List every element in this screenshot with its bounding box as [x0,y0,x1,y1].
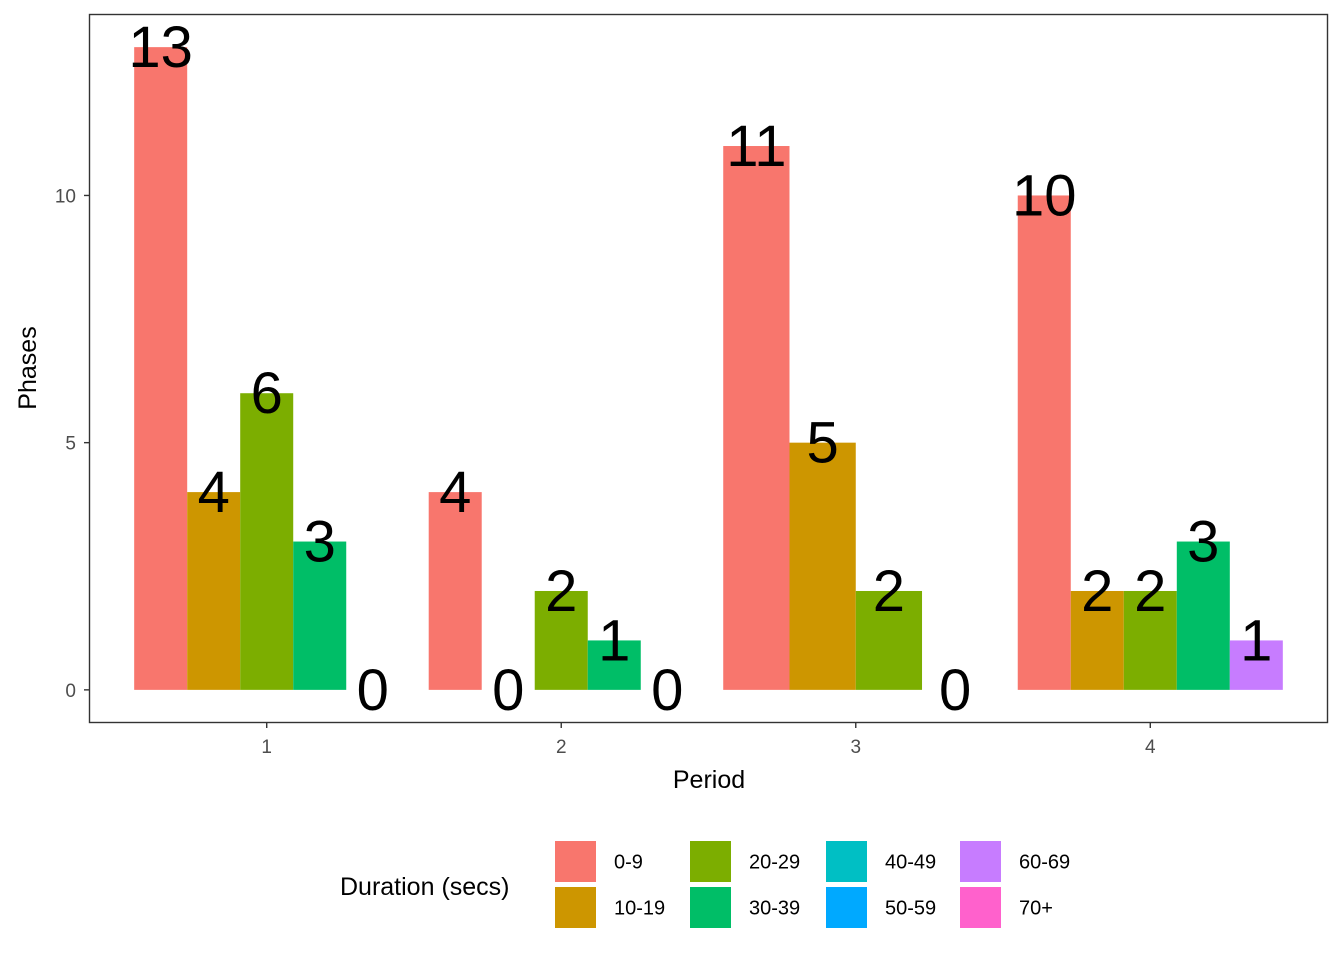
legend-key-40-49 [826,841,867,882]
data-label: 2 [1134,559,1166,624]
bar-period-4-20-29 [1123,590,1177,690]
legend-label: 50-59 [885,898,936,920]
legend-key-10-19 [555,887,596,928]
legend-label: 20-29 [749,852,800,874]
data-label: 5 [806,411,838,476]
bar-period-1-10-19 [187,492,241,690]
legend-key-70+ [960,887,1001,928]
panel-border [88,13,1329,724]
legend: Duration (secs) 0-9 10-19 20-29 30-39 40-49 5… [340,841,1070,928]
data-label: 0 [492,658,524,723]
data-label: 2 [545,559,577,624]
legend-label: 10-19 [614,898,665,920]
bar-period-4-10-19 [1070,590,1124,690]
bar-period-2-0-9 [428,492,482,690]
data-label: 1 [1240,608,1272,673]
bar-period-4-60-69 [1229,640,1283,690]
y-axis: 0 5 10 [55,186,90,702]
data-label: 1 [598,608,630,673]
data-label: 4 [198,460,230,525]
data-label: 2 [873,559,905,624]
data-label: 3 [304,510,336,575]
data-label: 2 [1081,559,1113,624]
bar-period-4-0-9 [1017,195,1071,690]
y-tick-label: 10 [55,186,76,207]
data-label: 0 [939,658,971,723]
bar-period-1-30-39 [293,541,347,690]
bar-period-2-20-29 [534,590,588,690]
legend-key-20-29 [690,841,731,882]
legend-label: 40-49 [885,852,936,874]
bars-layer [134,47,1283,690]
legend-key-50-59 [826,887,867,928]
bar-period-3-0-9 [723,146,790,690]
bar-period-3-10-19 [789,442,856,690]
y-axis-title: Phases [14,326,42,409]
data-label: 11 [726,114,786,179]
bar-period-4-30-39 [1176,541,1230,690]
bar-period-3-20-29 [855,590,923,690]
data-label: 6 [251,361,283,426]
bar-period-1-20-29 [240,393,294,690]
legend-title: Duration (secs) [340,873,510,901]
legend-label: 60-69 [1019,852,1070,874]
data-label: 13 [128,15,193,80]
data-label: 0 [357,658,389,723]
legend-label: 30-39 [749,898,800,920]
x-tick-label: 2 [556,737,567,758]
x-tick-label: 1 [261,737,272,758]
x-tick-label: 4 [1145,737,1156,758]
x-tick-label: 3 [850,737,861,758]
data-label: 10 [1012,163,1077,228]
data-label: 4 [439,460,471,525]
legend-key-30-39 [690,887,731,928]
legend-key-60-69 [960,841,1001,882]
y-tick-label: 0 [65,681,76,702]
data-label: 3 [1187,510,1219,575]
x-axis-title: Period [673,766,745,794]
x-axis: 1 2 3 4 [261,722,1156,758]
bar-period-2-30-39 [587,640,641,690]
legend-label: 0-9 [614,852,643,874]
data-label: 0 [651,658,683,723]
y-tick-label: 5 [65,434,76,455]
legend-key-0-9 [555,841,596,882]
bar-period-1-0-9 [134,47,188,690]
legend-label: 70+ [1019,898,1053,920]
